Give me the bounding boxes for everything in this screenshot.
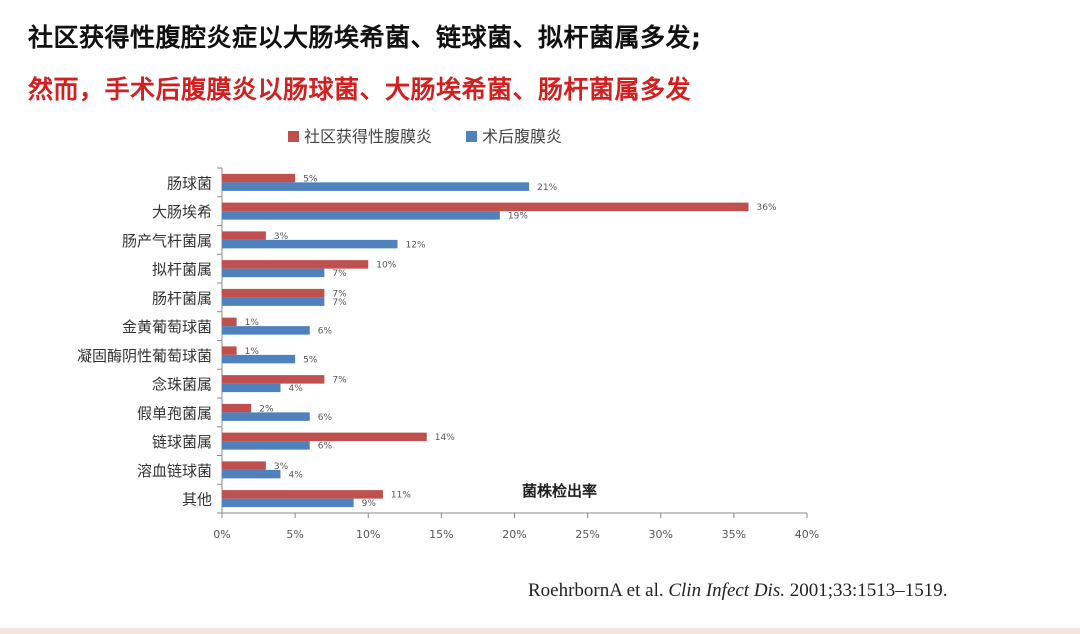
category-label: 链球菌属 <box>152 433 212 451</box>
chart-bars <box>222 173 749 508</box>
headline-line-1: 社区获得性腹腔炎症以大肠埃希菌、链球菌、拟杆菌属多发; <box>28 23 702 52</box>
data-label: 6% <box>318 413 333 423</box>
bar-postop <box>222 297 325 306</box>
bar-postop <box>222 354 296 364</box>
data-label: 1% <box>245 347 260 357</box>
x-tick-label: 35% <box>722 528 746 541</box>
data-label: 11% <box>391 491 411 501</box>
category-label: 肠产气杆菌属 <box>122 232 212 250</box>
data-label: 9% <box>362 499 377 509</box>
x-tick-label: 10% <box>356 528 380 541</box>
bar-community <box>222 202 749 212</box>
category-label: 念珠菌属 <box>152 376 212 394</box>
bar-postop <box>222 182 530 191</box>
data-label: 7% <box>332 298 347 308</box>
data-label: 5% <box>303 174 318 184</box>
data-label: 10% <box>376 261 396 271</box>
data-label: 7% <box>332 376 347 386</box>
legend-label: 术后腹膜炎 <box>482 127 562 146</box>
data-label: 7% <box>332 289 347 299</box>
bar-postop <box>222 211 500 220</box>
x-tick-label: 30% <box>649 528 673 541</box>
category-label: 肠球菌 <box>167 174 212 192</box>
chart-annotation: 菌株检出率 <box>522 482 597 500</box>
data-label: 1% <box>245 318 260 328</box>
data-label: 19% <box>508 212 528 222</box>
category-label: 假单孢菌属 <box>137 404 212 422</box>
x-tick-label: 0% <box>213 528 230 541</box>
bar-postop <box>222 498 354 508</box>
bar-community <box>222 317 237 327</box>
bar-community <box>222 260 369 269</box>
x-tick-label: 20% <box>502 528 526 541</box>
data-label: 21% <box>537 183 557 193</box>
data-label: 3% <box>274 462 289 472</box>
data-label: 6% <box>318 327 333 337</box>
bar-postop <box>222 239 398 249</box>
legend-label: 社区获得性腹膜炎 <box>304 127 432 146</box>
data-label: 36% <box>757 203 777 213</box>
category-label: 金黄葡萄球菌 <box>122 318 212 336</box>
citation-journal: Clin Infect Dis. <box>668 580 785 601</box>
category-label: 其他 <box>182 491 212 509</box>
citation-authors: RoehrbornA et al. <box>528 580 664 601</box>
x-tick-label: 5% <box>286 528 303 541</box>
bar-community <box>222 173 296 183</box>
data-label: 2% <box>259 404 274 414</box>
category-label: 凝固酶阴性葡萄球菌 <box>77 347 212 365</box>
x-tick-label: 15% <box>429 528 453 541</box>
bar-community <box>222 490 383 499</box>
bar-postop <box>222 268 325 278</box>
legend-swatch <box>466 131 477 142</box>
data-label: 14% <box>435 433 455 443</box>
bar-community <box>222 432 427 442</box>
bar-postop <box>222 469 281 479</box>
bar-postop <box>222 383 281 393</box>
headline-line-2: 然而，手术后腹膜炎以肠球菌、大肠埃希菌、肠杆菌属多发 <box>28 75 692 104</box>
bar-postop <box>222 326 310 335</box>
chart-labels: 5%36%3%10%7%1%1%7%2%14%3%11%21%19%12%7%7… <box>245 174 777 509</box>
data-label: 3% <box>274 232 289 242</box>
bar-postop <box>222 441 310 450</box>
data-label: 5% <box>303 355 318 365</box>
category-label: 拟杆菌属 <box>152 261 212 279</box>
data-label: 4% <box>289 470 304 480</box>
data-label: 7% <box>332 269 347 279</box>
bar-community <box>222 375 325 384</box>
bar-community <box>222 231 266 240</box>
legend-swatch <box>288 131 299 142</box>
data-label: 12% <box>406 240 426 250</box>
chart-legend: 社区获得性腹膜炎 术后腹膜炎 <box>288 127 562 146</box>
data-label: 4% <box>289 384 304 394</box>
bar-community <box>222 288 325 298</box>
bar-community <box>222 346 237 355</box>
bar-postop <box>222 412 310 421</box>
bar-community <box>222 403 252 413</box>
chart-axes: 0% 5% 10% 15% 20% 25% 30% 35% 40% 肠球菌大肠埃希肠产气杆菌属拟杆… <box>77 167 819 541</box>
x-tick-label: 25% <box>575 528 599 541</box>
data-label: 6% <box>318 442 333 452</box>
citation: RoehrbornA et al. Clin Infect Dis. 2001;… <box>528 580 948 602</box>
category-label: 溶血链球菌 <box>137 462 212 480</box>
citation-details: 2001;33:1513–1519. <box>789 580 948 601</box>
category-label: 大肠埃希 <box>152 203 212 221</box>
bar-community <box>222 461 266 470</box>
x-tick-label: 40% <box>795 528 819 541</box>
category-label: 肠杆菌属 <box>152 289 212 307</box>
bottom-decor-strip <box>0 628 1080 634</box>
